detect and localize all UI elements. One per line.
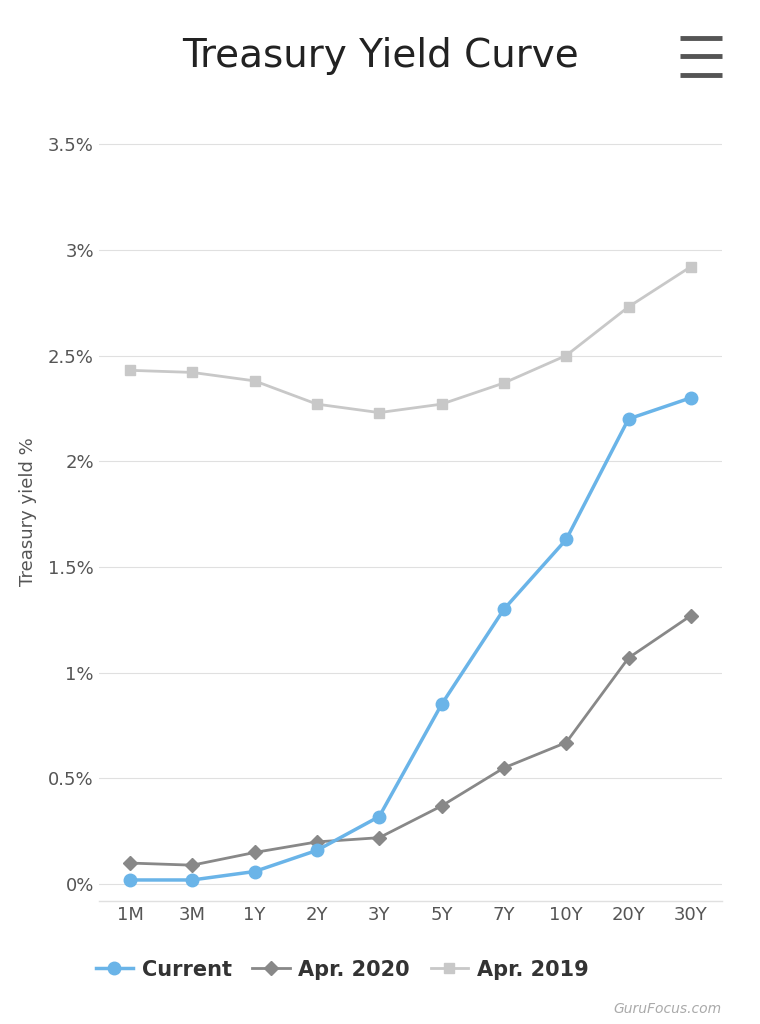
Line: Apr. 2019: Apr. 2019 — [125, 262, 695, 418]
Apr. 2020 — [375, 831, 384, 844]
Apr. 2020 — [188, 859, 197, 871]
Apr. 2020 — [686, 609, 695, 622]
Apr. 2019 — [125, 365, 135, 377]
Apr. 2019 — [499, 377, 508, 389]
Text: Treasury Yield Curve: Treasury Yield Curve — [182, 37, 578, 76]
Apr. 2019 — [437, 398, 446, 411]
Current — [375, 810, 384, 822]
Legend: Current, Apr. 2020, Apr. 2019: Current, Apr. 2020, Apr. 2019 — [87, 951, 597, 988]
Apr. 2020 — [312, 836, 321, 848]
Apr. 2019 — [188, 367, 197, 379]
Apr. 2020 — [437, 800, 446, 812]
Line: Current: Current — [124, 391, 697, 886]
Current — [250, 865, 259, 878]
Text: GuruFocus.com: GuruFocus.com — [614, 1001, 722, 1016]
Current — [562, 534, 571, 546]
Apr. 2019 — [312, 398, 321, 411]
Current — [188, 873, 197, 886]
Current — [437, 698, 446, 711]
Apr. 2019 — [624, 301, 633, 313]
Current — [312, 844, 321, 856]
Apr. 2020 — [250, 846, 259, 858]
Apr. 2020 — [562, 736, 571, 749]
Current — [624, 413, 633, 425]
Current — [686, 391, 695, 403]
Apr. 2020 — [499, 762, 508, 774]
Current — [499, 603, 508, 615]
Line: Apr. 2020: Apr. 2020 — [125, 610, 695, 870]
Apr. 2019 — [562, 349, 571, 361]
Current — [125, 873, 135, 886]
Apr. 2019 — [375, 407, 384, 419]
Apr. 2020 — [125, 857, 135, 869]
Y-axis label: Treasury yield %: Treasury yield % — [19, 437, 37, 587]
Apr. 2019 — [250, 375, 259, 387]
Apr. 2019 — [686, 260, 695, 272]
Apr. 2020 — [624, 651, 633, 664]
